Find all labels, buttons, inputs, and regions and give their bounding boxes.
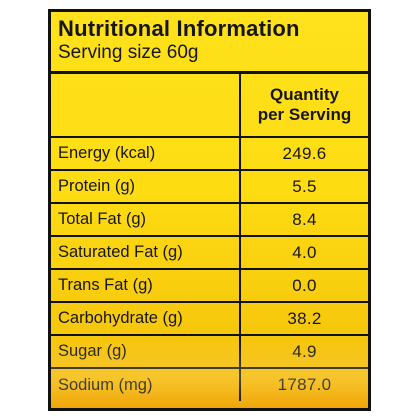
table-header-row: Quantity per Serving (51, 74, 368, 138)
nutrition-table: Quantity per Serving Energy (kcal) 249.6… (51, 74, 368, 401)
serving-size: Serving size 60g (58, 42, 199, 63)
nutrient-name: Saturated Fat (g) (51, 236, 241, 270)
panel-title: Nutritional Information (58, 16, 300, 41)
nutrient-column-header (51, 74, 241, 138)
table-row: Trans Fat (g) 0.0 (51, 269, 368, 303)
nutrient-name: Carbohydrate (g) (51, 302, 241, 336)
table-row: Saturated Fat (g) 4.0 (51, 236, 368, 270)
quantity-column-header: Quantity per Serving (240, 74, 368, 138)
nutrient-value: 1787.0 (277, 375, 332, 394)
nutrient-value: 38.2 (240, 302, 368, 336)
table-row: Protein (g) 5.5 (51, 170, 368, 204)
nutrient-name: Protein (g) (51, 170, 241, 204)
nutrient-value: 4.0 (240, 236, 368, 270)
nutrient-name: Energy (kcal) (51, 137, 241, 171)
quantity-header-line1: Quantity (270, 85, 339, 104)
quantity-header-line2: per Serving (257, 105, 352, 124)
nutrient-name: Trans Fat (g) (51, 269, 241, 303)
nutrient-value: 4.9 (240, 335, 368, 369)
table-row: Sugar (g) 4.9 (51, 335, 368, 369)
nutrition-facts-panel: Nutritional Information Serving size 60g… (48, 9, 371, 411)
table-row: Energy (kcal) 249.6 (51, 137, 368, 171)
table-row: Carbohydrate (g) 38.2 (51, 302, 368, 336)
table-row: Total Fat (g) 8.4 (51, 203, 368, 237)
nutrient-name: Sodium (mg) (51, 368, 241, 401)
nutrient-value: 8.4 (240, 203, 368, 237)
nutrient-value: 5.5 (240, 170, 368, 204)
panel-header: Nutritional Information Serving size 60g (51, 12, 368, 74)
nutrient-name: Total Fat (g) (51, 203, 241, 237)
table-row: Sodium (mg) 1787.0 (51, 368, 368, 401)
nutrient-value: 249.6 (240, 137, 368, 171)
nutrient-name: Sugar (g) (51, 335, 241, 369)
nutrient-value: 0.0 (240, 269, 368, 303)
